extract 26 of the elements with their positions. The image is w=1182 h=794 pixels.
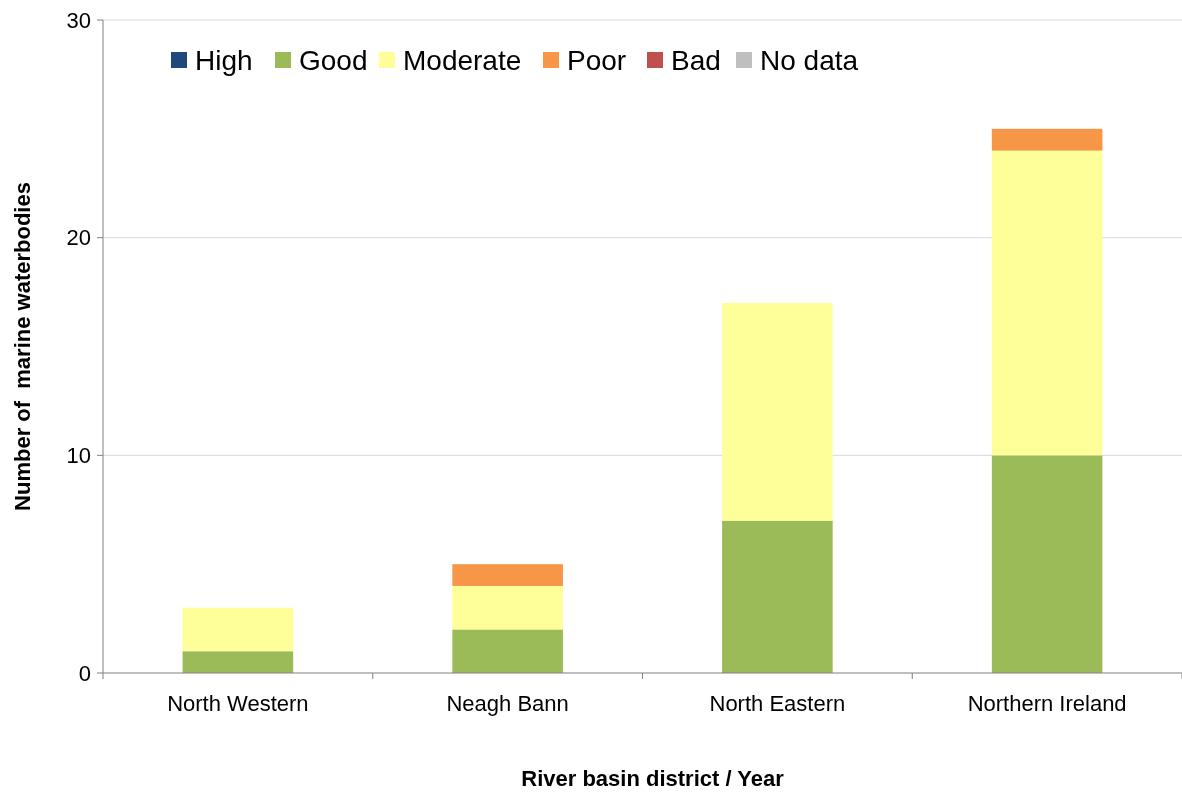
bar	[991, 150, 1103, 456]
bar	[722, 520, 833, 673]
x-tick-label: North Eastern	[709, 691, 846, 716]
x-tick-label: Northern Ireland	[967, 691, 1127, 716]
bar	[452, 629, 563, 673]
legend-label: Moderate	[403, 44, 522, 76]
bar	[991, 128, 1103, 151]
y-axis-title: Number of marine waterbodies	[10, 182, 35, 511]
bar	[722, 302, 833, 521]
legend-label: No data	[760, 44, 859, 76]
y-tick-label: 10	[66, 443, 91, 469]
x-tick-label: North Western	[167, 691, 309, 716]
y-tick-label: 0	[78, 660, 91, 686]
bar	[991, 455, 1103, 673]
y-tick-label: 20	[66, 225, 91, 251]
x-tick-label: Neagh Bann	[446, 691, 569, 716]
y-tick-label: 30	[66, 7, 91, 33]
legend-label: Poor	[567, 44, 627, 76]
bar	[182, 651, 294, 673]
legend-label: High	[195, 44, 253, 76]
bar	[452, 564, 563, 586]
x-axis-title: River basin district / Year	[521, 766, 785, 791]
bar	[452, 585, 563, 630]
legend-label: Bad	[671, 44, 721, 76]
legend-label: Good	[299, 44, 368, 76]
bar	[182, 607, 294, 652]
